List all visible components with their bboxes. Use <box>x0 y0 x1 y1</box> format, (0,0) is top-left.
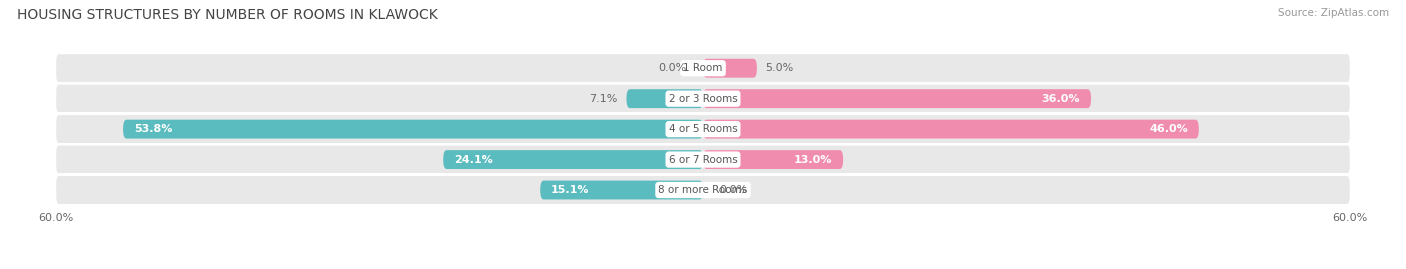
FancyBboxPatch shape <box>124 120 703 139</box>
Text: 15.1%: 15.1% <box>551 185 589 195</box>
Text: 0.0%: 0.0% <box>658 63 688 73</box>
Text: 53.8%: 53.8% <box>134 124 172 134</box>
Text: 24.1%: 24.1% <box>454 155 492 165</box>
FancyBboxPatch shape <box>540 180 703 200</box>
Text: HOUSING STRUCTURES BY NUMBER OF ROOMS IN KLAWOCK: HOUSING STRUCTURES BY NUMBER OF ROOMS IN… <box>17 8 437 22</box>
FancyBboxPatch shape <box>56 115 1350 143</box>
FancyBboxPatch shape <box>56 54 1350 82</box>
FancyBboxPatch shape <box>443 150 703 169</box>
FancyBboxPatch shape <box>703 120 1199 139</box>
FancyBboxPatch shape <box>703 89 1091 108</box>
Text: 46.0%: 46.0% <box>1149 124 1188 134</box>
Text: 4 or 5 Rooms: 4 or 5 Rooms <box>669 124 737 134</box>
Text: 6 or 7 Rooms: 6 or 7 Rooms <box>669 155 737 165</box>
Text: 0.0%: 0.0% <box>720 185 748 195</box>
FancyBboxPatch shape <box>56 176 1350 204</box>
Text: 8 or more Rooms: 8 or more Rooms <box>658 185 748 195</box>
FancyBboxPatch shape <box>56 85 1350 113</box>
Text: 5.0%: 5.0% <box>765 63 794 73</box>
Text: 13.0%: 13.0% <box>794 155 832 165</box>
FancyBboxPatch shape <box>56 146 1350 174</box>
FancyBboxPatch shape <box>703 150 844 169</box>
Text: 1 Room: 1 Room <box>683 63 723 73</box>
Text: 7.1%: 7.1% <box>589 94 617 104</box>
Text: 36.0%: 36.0% <box>1042 94 1080 104</box>
FancyBboxPatch shape <box>627 89 703 108</box>
FancyBboxPatch shape <box>703 59 756 78</box>
Text: 2 or 3 Rooms: 2 or 3 Rooms <box>669 94 737 104</box>
Text: Source: ZipAtlas.com: Source: ZipAtlas.com <box>1278 8 1389 18</box>
